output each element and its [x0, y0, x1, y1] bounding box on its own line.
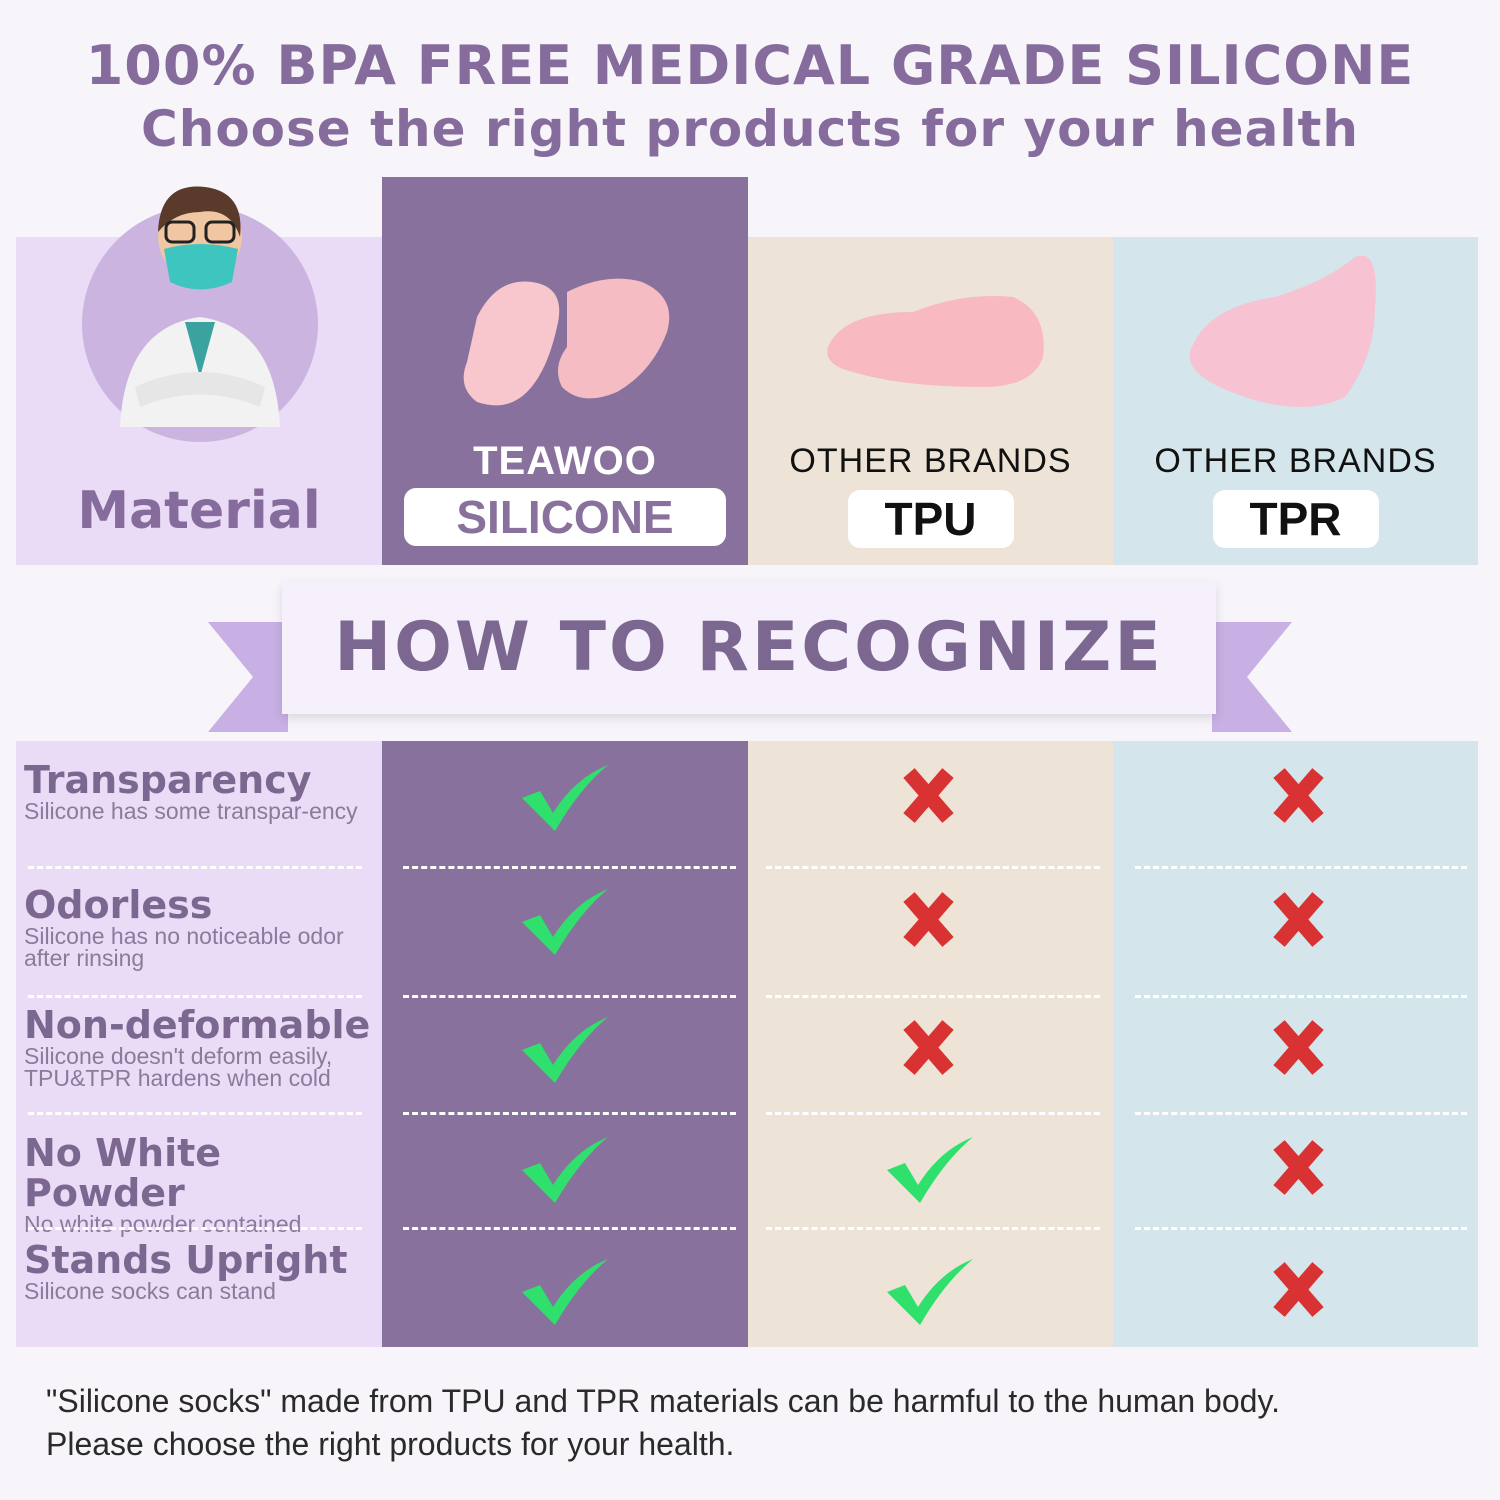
tpr-column-header: OTHER BRANDS TPR	[1113, 237, 1478, 565]
row-divider	[403, 1112, 736, 1115]
feature-row-label: Odorless Silicone has no noticeable odor …	[24, 883, 379, 971]
row-divider	[1135, 995, 1467, 998]
silicone-socks-image	[463, 278, 670, 406]
material-badge: TPR	[1212, 490, 1379, 548]
brand-name: TEAWOO	[473, 439, 657, 483]
row-divider	[403, 1227, 736, 1230]
teawoo-column-header: TEAWOO SILICONE	[382, 177, 748, 565]
feature-description: No white powder contained	[24, 1211, 302, 1237]
feature-title: Stands Upright	[24, 1238, 348, 1282]
cross-icon	[1273, 892, 1324, 947]
tpr-socks-image	[1189, 255, 1376, 407]
feature-row-label: Non-deformable Silicone doesn't deform ea…	[24, 1003, 379, 1091]
material-label-cell: Material	[16, 186, 382, 565]
subheadline: Choose the right products for your healt…	[141, 100, 1359, 158]
ribbon-tails	[208, 622, 1292, 732]
check-icon	[522, 765, 608, 831]
tpu-column-header: OTHER BRANDS TPU	[748, 237, 1113, 565]
feature-title: Transparency	[24, 758, 312, 802]
how-to-recognize-banner: HOW TO RECOGNIZE	[282, 582, 1216, 714]
cross-icon	[903, 768, 954, 823]
check-icon	[887, 1259, 973, 1325]
tpu-socks-image	[827, 296, 1044, 387]
brand-name: OTHER BRANDS	[789, 442, 1072, 480]
cross-icon	[903, 1020, 954, 1075]
doctor-illustration	[82, 186, 318, 442]
teawoo-column	[382, 741, 748, 1347]
brand-name: OTHER BRANDS	[1154, 442, 1437, 480]
feature-row-label: Stands Upright Silicone socks can stand	[24, 1238, 379, 1304]
check-icon	[522, 1017, 608, 1083]
feature-title: No White Powder	[24, 1131, 222, 1215]
row-divider	[28, 1112, 362, 1115]
cross-icon	[1273, 1262, 1324, 1317]
row-divider	[403, 995, 736, 998]
feature-title: Non-deformable	[24, 1003, 371, 1047]
feature-description: Silicone socks can stand	[24, 1278, 276, 1304]
row-divider	[28, 995, 362, 998]
material-label: Material	[77, 481, 321, 541]
feature-description: Silicone doesn't deform easily, TPU&TPR …	[24, 1043, 333, 1091]
cross-icon	[1273, 1140, 1324, 1195]
cross-icon	[1273, 768, 1324, 823]
footer-line-1: "Silicone socks" made from TPU and TPR m…	[46, 1383, 1280, 1419]
footer-note: "Silicone socks" made from TPU and TPR m…	[46, 1380, 1476, 1466]
row-divider	[766, 995, 1100, 998]
check-icon	[522, 1259, 608, 1325]
feature-description: Silicone has some transpar-ency	[24, 798, 358, 824]
cross-icon	[1273, 1020, 1324, 1075]
feature-title: Odorless	[24, 883, 213, 927]
row-divider	[766, 1112, 1100, 1115]
features-column	[16, 741, 382, 1347]
check-icon	[522, 889, 608, 955]
material-badge: TPU	[847, 490, 1014, 548]
feature-description: Silicone has no noticeable odor after ri…	[24, 923, 344, 971]
material-badge: SILICONE	[404, 488, 726, 546]
check-icon	[887, 1137, 973, 1203]
headline: 100% BPA FREE MEDICAL GRADE SILICONE	[85, 34, 1415, 97]
check-icon	[522, 1137, 608, 1203]
cross-icon	[903, 892, 954, 947]
footer-line-2: Please choose the right products for you…	[46, 1426, 735, 1462]
row-divider	[766, 1227, 1100, 1230]
row-divider	[28, 866, 362, 869]
row-divider	[766, 866, 1100, 869]
row-divider	[28, 1227, 362, 1230]
row-divider	[1135, 866, 1467, 869]
feature-row-label: Transparency Silicone has some transpar-e…	[24, 758, 379, 824]
row-divider	[1135, 1227, 1467, 1230]
row-divider	[1135, 1112, 1467, 1115]
feature-row-label: No White Powder No white powder contained	[24, 1131, 379, 1237]
row-divider	[403, 866, 736, 869]
